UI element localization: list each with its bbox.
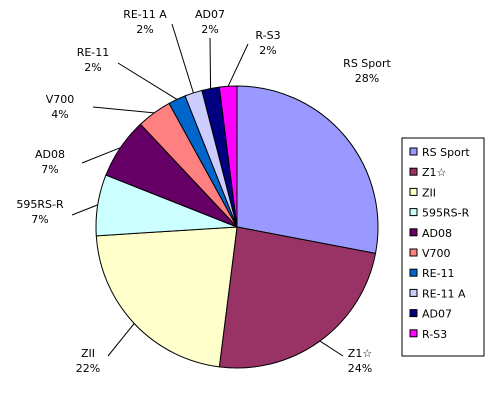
legend-swatch-rs-sport (409, 147, 418, 156)
leader-line-595rs-r (71, 204, 98, 216)
legend-swatch-zii (409, 187, 418, 196)
slice-pct-ad08: 7% (41, 163, 58, 176)
legend-swatch-re-11-a (409, 288, 418, 297)
slice-label-zii: ZII (81, 347, 95, 360)
legend-label-re-11-a: RE-11 A (422, 287, 466, 300)
legend-label-ad07: AD07 (422, 308, 452, 321)
legend-label-re-11: RE-11 (422, 267, 455, 280)
slice-pct-zii: 22% (76, 362, 100, 375)
leader-line-ad07 (209, 37, 212, 89)
leader-line-v700 (92, 106, 155, 114)
legend-swatch-r-s3 (409, 329, 418, 338)
legend-label-rs-sport: RS Sport (422, 146, 470, 159)
slice-label-ad07: AD07 (195, 8, 225, 21)
legend-swatch-v700 (409, 248, 418, 257)
leader-line-re-11 (117, 62, 178, 100)
slice-pct-595rs-r: 7% (31, 213, 48, 226)
slice-label-v700: V700 (46, 93, 75, 106)
legend: RS Sport Z1☆ ZII 595RS-R AD08 V700 RE-11 RE-11 … (401, 137, 485, 357)
slice-zii (95, 226, 238, 368)
slice-labels: RS Sport 28% Z1☆ 24% ZII 22% 595RS-R 7% AD08 7% V7… (16, 8, 391, 375)
slice-pct-re-11-a: 2% (136, 23, 153, 36)
slice-pct-r-s3: 2% (259, 44, 276, 57)
pie-slices (95, 85, 379, 369)
slice-pct-re-11: 2% (84, 61, 101, 74)
legend-swatch-595rs-r (409, 208, 418, 217)
slice-z1 (218, 226, 377, 369)
slice-pct-v700: 4% (51, 108, 68, 121)
slice-pct-z1: 24% (348, 362, 372, 375)
legend-label-z1: Z1☆ (422, 166, 447, 179)
slice-label-z1: Z1☆ (348, 347, 373, 360)
legend-swatch-re-11 (409, 268, 418, 277)
slice-label-re-11: RE-11 (77, 46, 110, 59)
legend-swatch-ad07 (409, 309, 418, 318)
legend-label-ad08: AD08 (422, 227, 452, 240)
legend-swatch-ad08 (409, 228, 418, 237)
legend-label-595rs-r: 595RS-R (422, 207, 470, 220)
slice-pct-ad07: 2% (201, 23, 218, 36)
slice-label-ad08: AD08 (35, 148, 65, 161)
slice-label-rs-sport: RS Sport (343, 57, 391, 70)
leader-line-r-s3 (227, 43, 249, 87)
leader-line-re-11-a (171, 23, 194, 94)
legend-label-zii: ZII (422, 186, 436, 199)
slice-label-595rs-r: 595RS-R (16, 198, 64, 211)
slice-rs-sport (236, 85, 379, 255)
slice-pct-rs-sport: 28% (355, 72, 379, 85)
leader-line-ad08 (81, 147, 121, 164)
legend-swatch-z1 (409, 167, 418, 176)
legend-label-r-s3: R-S3 (422, 328, 447, 341)
slice-label-r-s3: R-S3 (255, 29, 280, 42)
legend-label-v700: V700 (422, 247, 451, 260)
leader-line-z1 (319, 340, 344, 357)
leader-lines (71, 23, 344, 357)
slice-label-re-11-a: RE-11 A (123, 8, 167, 21)
leader-line-zii (107, 323, 135, 357)
